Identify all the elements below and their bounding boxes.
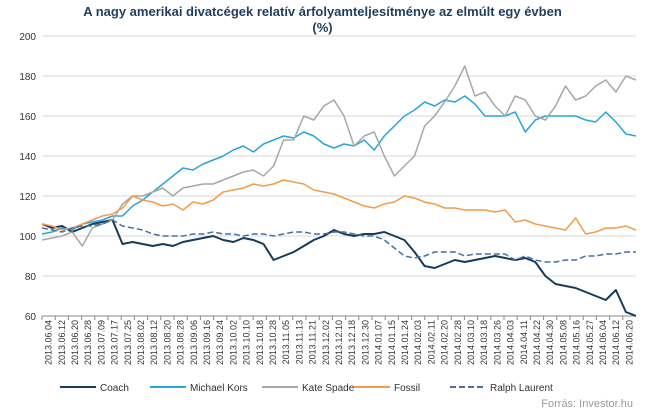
x-tick-label: 2013.06.04 — [44, 320, 54, 365]
y-tick-label: 80 — [25, 272, 37, 283]
series-lines — [41, 65, 637, 317]
x-tick-label: 2013.10.10 — [242, 320, 252, 365]
y-tick-label: 160 — [19, 112, 36, 123]
x-tick-label: 2014.02.11 — [426, 320, 436, 364]
x-tick-label: 2013.11.05 — [281, 320, 291, 364]
legend-label: Coach — [100, 383, 129, 394]
x-tick-label: 2013.11.21 — [308, 320, 318, 364]
x-tick-label: 2013.10.28 — [268, 320, 278, 365]
series-line-ralph-laurent — [41, 219, 636, 263]
x-tick-label: 2014.04.11 — [519, 320, 529, 364]
series-line-coach — [41, 219, 637, 317]
x-tick-label: 2013.08.28 — [176, 320, 186, 365]
x-tick-label: 2014.06.12 — [611, 320, 621, 365]
legend-label: Michael Kors — [190, 383, 248, 394]
legend: Coach Michael Kors Kate Spade Fossil Ralph L… — [60, 383, 553, 394]
x-tick-label: 2014.05.08 — [558, 320, 568, 365]
x-tick-label: 2013.08.12 — [149, 320, 159, 365]
series-line-michael-kors — [41, 95, 637, 235]
x-tick-label: 2014.01.15 — [387, 320, 397, 365]
x-tick-label: 2013.12.18 — [347, 320, 357, 365]
x-tick-label: 2014.04.03 — [506, 320, 516, 365]
chart-title: A nagy amerikai divatcégek relatív árfol… — [0, 4, 645, 36]
legend-label: Kate Spade — [302, 383, 355, 394]
x-tick-label: 2013.12.10 — [334, 320, 344, 365]
x-tick-label: 2013.12.02 — [321, 320, 331, 365]
x-tick-label: 2014.01.24 — [400, 320, 410, 365]
x-tick-label: 2013.08.20 — [162, 320, 172, 365]
chart-subtitle: (%) — [312, 20, 333, 35]
chart-title-text: A nagy amerikai divatcégek relatív árfol… — [83, 4, 562, 19]
grid-lines — [42, 35, 636, 317]
x-tick-label: 2014.01.07 — [374, 320, 384, 365]
x-tick-label: 2014.02.03 — [413, 320, 423, 365]
x-tick-label: 2013.10.18 — [255, 320, 265, 365]
x-tick-label: 2014.02.20 — [440, 320, 450, 365]
x-tick-label: 2014.03.26 — [492, 320, 502, 365]
y-tick-label: 140 — [19, 152, 36, 163]
x-tick-label: 2014.04.30 — [545, 320, 555, 365]
x-tick-label: 2014.04.22 — [532, 320, 542, 365]
series-line-kate-spade — [41, 65, 637, 247]
x-tick-label: 2013.11.13 — [294, 320, 304, 364]
x-tick-label: 2013.08.02 — [136, 320, 146, 365]
x-tick-label: 2013.06.12 — [57, 320, 67, 365]
x-tick-label: 2014.03.10 — [466, 320, 476, 365]
x-tick-label: 2013.09.16 — [202, 320, 212, 365]
x-tick-label: 2014.03.18 — [479, 320, 489, 365]
source-note: Forrás: Investor.hu — [541, 398, 633, 410]
x-tick-label: 2014.06.04 — [598, 320, 608, 365]
x-tick-label: 2013.09.06 — [189, 320, 199, 365]
x-tick-label: 2013.12.30 — [360, 320, 370, 365]
y-tick-label: 100 — [19, 232, 36, 243]
x-tick-label: 2014.05.27 — [585, 320, 595, 365]
x-tick-label: 2014.05.16 — [572, 320, 582, 365]
legend-label: Ralph Laurent — [490, 383, 553, 394]
y-tick-label: 60 — [25, 312, 37, 323]
x-tick-label: 2013.09.24 — [215, 320, 225, 365]
y-axis-ticks: 60 80 100 120 140 160 180 200 — [19, 32, 36, 323]
y-tick-label: 200 — [19, 32, 36, 43]
x-tick-label: 2013.07.25 — [123, 320, 133, 365]
x-tick-label: 2013.07.17 — [110, 320, 120, 365]
y-tick-label: 180 — [19, 72, 36, 83]
x-tick-label: 2013.10.02 — [228, 320, 238, 365]
x-tick-label: 2014.02.28 — [453, 320, 463, 365]
x-tick-label: 2013.06.28 — [83, 320, 93, 365]
y-tick-label: 120 — [19, 192, 36, 203]
x-axis-ticks: 2013.06.04 2013.06.12 2013.06.20 2013.06.28… — [41, 316, 634, 365]
series-line-fossil — [41, 179, 637, 235]
x-tick-label: 2013.06.20 — [70, 320, 80, 365]
legend-label: Fossil — [394, 383, 420, 394]
x-tick-label: 2013.07.09 — [96, 320, 106, 365]
x-tick-label: 2014.06.20 — [624, 320, 634, 365]
